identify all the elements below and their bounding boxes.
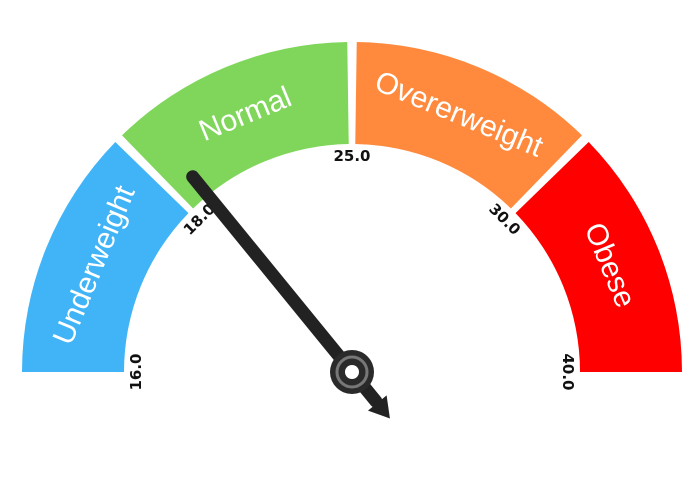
- needle-hub-center: [345, 365, 359, 379]
- segment-normal: [122, 42, 349, 209]
- gauge-needle: [186, 170, 390, 419]
- tick-label: 16.0: [127, 353, 145, 390]
- segment-underweight: [22, 142, 189, 372]
- tick-label: 40.0: [559, 353, 577, 390]
- segment-overerweight: [355, 42, 582, 209]
- needle-hub-ring: [335, 355, 369, 389]
- needle-tail: [367, 395, 390, 419]
- segment-obese: [515, 142, 682, 372]
- tick-label: 30.0: [485, 200, 524, 239]
- tick-label: 25.0: [333, 147, 370, 165]
- gauge-segments: [22, 42, 682, 372]
